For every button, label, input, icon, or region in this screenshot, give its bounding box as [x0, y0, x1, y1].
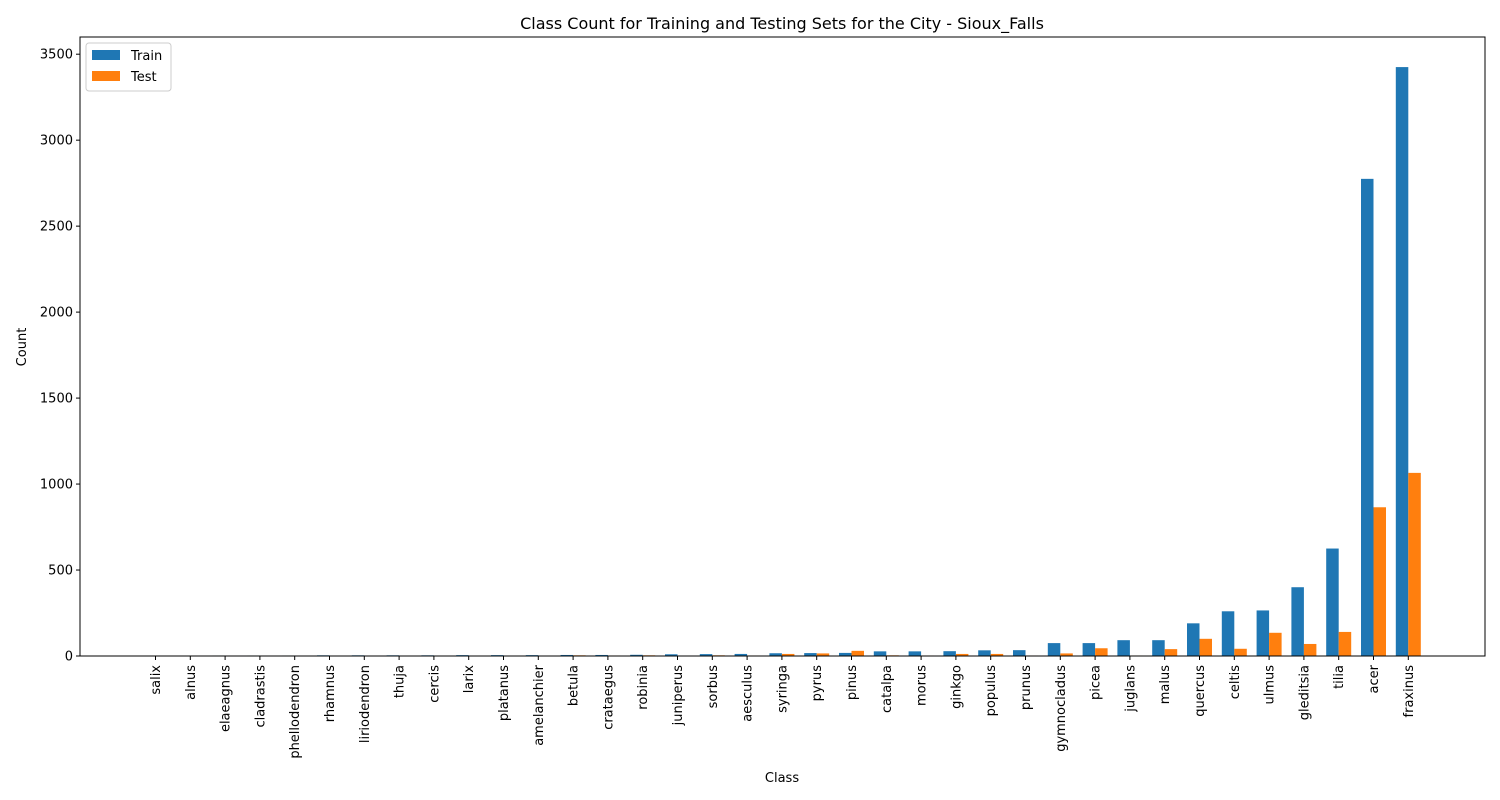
bar-train-juniperus [665, 654, 678, 656]
bar-test-gleditsia [1303, 643, 1317, 656]
x-tick-label-elaeagnus: elaeagnus [219, 665, 234, 732]
bar-test-malus [1164, 649, 1178, 656]
bar-test-ginkgo [955, 653, 969, 656]
x-tick-label-phellodendron: phellodendron [288, 665, 303, 759]
x-tick-label-rhamnus: rhamnus [323, 665, 338, 722]
x-tick-label-populus: populus [984, 665, 999, 717]
bar-train-morus [908, 651, 922, 656]
y-tick-label: 1000 [40, 478, 73, 493]
x-tick-label-crataegus: crataegus [601, 665, 616, 730]
bars-group [143, 67, 1421, 657]
bar-train-sorbus [699, 654, 713, 656]
x-tick-label-cladrastis: cladrastis [253, 665, 268, 728]
y-axis-label: Count [15, 328, 30, 367]
x-tick-label-salix: salix [149, 665, 164, 695]
x-tick-label-juglans: juglans [1123, 665, 1138, 713]
y-tick-label: 2000 [40, 306, 73, 321]
bar-test-syringa [781, 653, 795, 656]
bar-train-ulmus [1256, 610, 1270, 656]
bar-train-betula [560, 654, 574, 656]
bar-test-pyrus [816, 653, 830, 656]
bar-train-acer [1361, 178, 1374, 656]
y-tick-label: 2500 [40, 220, 73, 235]
x-tick-label-syringa: syringa [775, 665, 790, 713]
x-axis-label: Class [765, 771, 799, 786]
bar-test-celtis [1234, 648, 1247, 656]
y-tick-label: 1500 [40, 392, 73, 407]
bar-train-pinus [839, 652, 852, 656]
x-tick-label-thuja: thuja [393, 665, 408, 698]
legend-swatch-train [92, 50, 120, 60]
x-tick-label-gleditsia: gleditsia [1297, 665, 1312, 720]
bar-test-populus [990, 653, 1004, 656]
bar-train-celtis [1221, 611, 1235, 656]
x-axis: salix alnus elaeagnus cladrastis phellodendr… [149, 656, 1417, 759]
x-tick-label-malus: malus [1158, 665, 1173, 704]
bar-train-crataegus [595, 654, 608, 656]
bar-train-malus [1152, 640, 1165, 656]
x-tick-label-pyrus: pyrus [810, 665, 825, 702]
y-tick-label: 3500 [40, 48, 73, 63]
bar-test-quercus [1199, 638, 1212, 656]
plot-frame [79, 36, 1486, 657]
x-tick-label-fraxinus: fraxinus [1402, 665, 1417, 718]
y-axis: 0 500 1000 1500 2000 2500 3000 3500 [40, 48, 80, 665]
bar-train-populus [978, 650, 991, 656]
x-tick-label-robinia: robinia [636, 665, 651, 710]
bar-train-quercus [1187, 623, 1200, 656]
x-tick-label-gymnocladus: gymnocladus [1054, 665, 1069, 752]
x-tick-label-betula: betula [567, 665, 582, 706]
bar-test-gymnocladus [1060, 653, 1073, 656]
bar-train-gymnocladus [1047, 643, 1061, 656]
bar-test-ulmus [1269, 632, 1282, 656]
chart-title: Class Count for Training and Testing Set… [520, 14, 1044, 34]
x-tick-label-cercis: cercis [427, 665, 442, 703]
x-tick-label-ginkgo: ginkgo [949, 665, 964, 709]
bar-test-tilia [1338, 631, 1352, 656]
x-tick-label-platanus: platanus [497, 665, 512, 721]
bar-train-juglans [1117, 640, 1130, 656]
legend-swatch-test [92, 71, 120, 81]
bar-train-gleditsia [1291, 587, 1304, 656]
y-tick-label: 3000 [40, 134, 73, 149]
x-tick-label-sorbus: sorbus [706, 665, 721, 709]
x-tick-label-pinus: pinus [845, 665, 860, 700]
bar-train-picea [1082, 643, 1096, 656]
bar-train-robinia [630, 654, 643, 656]
x-tick-label-liriodendron: liriodendron [358, 665, 373, 743]
legend-label-test: Test [130, 70, 157, 85]
bar-test-pinus [851, 650, 864, 656]
x-tick-label-morus: morus [915, 665, 930, 706]
bar-train-aesculus [734, 653, 748, 656]
bar-train-syringa [769, 653, 782, 656]
bar-train-ginkgo [943, 651, 956, 656]
x-tick-label-juniperus: juniperus [671, 665, 686, 727]
bar-test-picea [1095, 648, 1108, 656]
y-tick-label: 0 [65, 650, 73, 665]
y-tick-label: 500 [48, 564, 73, 579]
bar-train-tilia [1326, 548, 1339, 656]
x-tick-label-amelanchier: amelanchier [532, 664, 547, 745]
bar-test-fraxinus [1408, 472, 1421, 656]
x-tick-label-catalpa: catalpa [880, 665, 895, 713]
x-tick-label-larix: larix [462, 665, 477, 694]
bar-train-pyrus [804, 653, 817, 656]
bar-test-acer [1373, 507, 1386, 656]
x-tick-label-aesculus: aesculus [741, 665, 756, 722]
legend-label-train: Train [130, 49, 162, 64]
x-tick-label-picea: picea [1089, 665, 1104, 700]
x-tick-label-acer: acer [1367, 664, 1382, 693]
x-tick-label-quercus: quercus [1193, 665, 1208, 717]
x-tick-label-alnus: alnus [184, 665, 199, 700]
x-tick-label-prunus: prunus [1019, 665, 1034, 710]
bar-train-catalpa [873, 651, 887, 656]
legend: Train Test [85, 42, 172, 92]
x-tick-label-ulmus: ulmus [1263, 665, 1278, 705]
bar-train-prunus [1013, 650, 1026, 656]
x-tick-label-tilia: tilia [1332, 665, 1347, 689]
bar-train-fraxinus [1395, 67, 1409, 657]
x-tick-label-celtis: celtis [1228, 665, 1243, 699]
